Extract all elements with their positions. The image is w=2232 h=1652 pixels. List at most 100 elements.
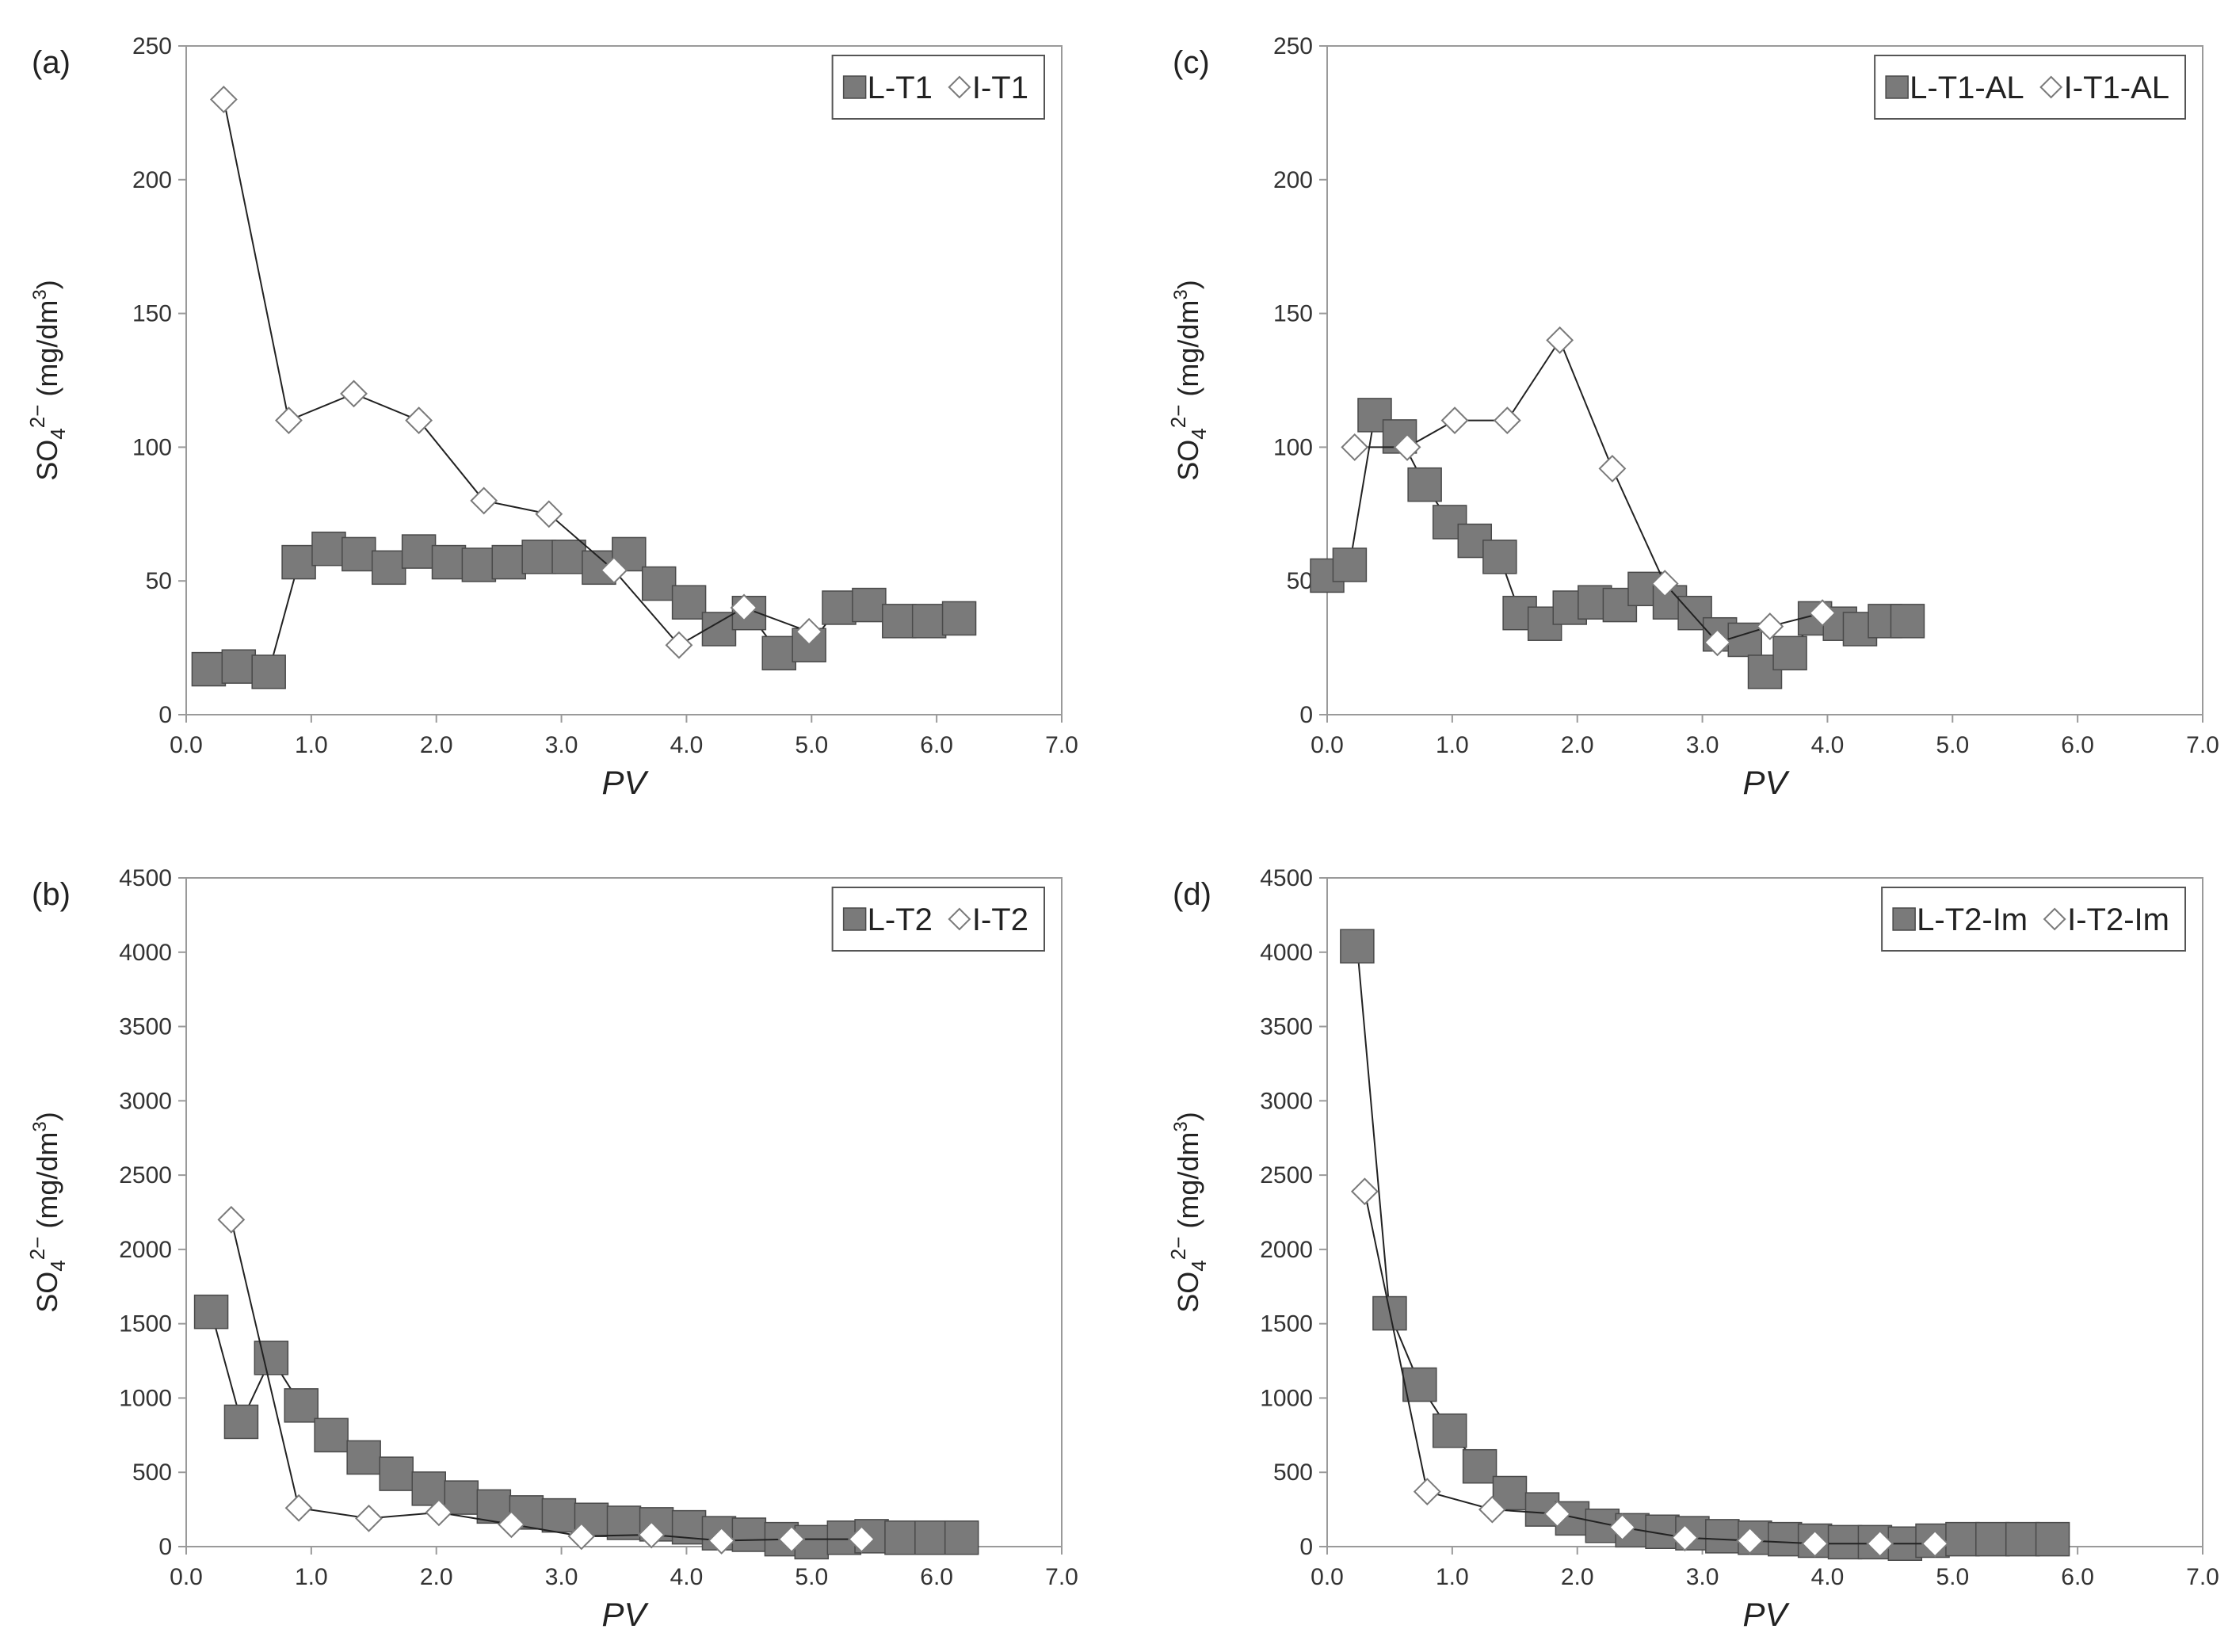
y-axis-label-part: SO	[31, 440, 63, 481]
x-tick-label: 0.0	[170, 1564, 203, 1590]
y-axis-label: SO42− (mg/dm3)	[25, 1112, 70, 1313]
legend-label: I-T2	[972, 902, 1028, 937]
data-point-diamond	[665, 631, 693, 659]
x-tick-label: 3.0	[545, 732, 578, 758]
data-point-square	[1340, 929, 1375, 964]
x-tick-label: 2.0	[420, 732, 453, 758]
data-point-square	[251, 654, 286, 689]
data-point-square	[1332, 547, 1368, 582]
data-point-diamond	[535, 500, 563, 528]
y-axis-label-part: 2−	[25, 1237, 49, 1261]
legend-marker-square	[842, 907, 867, 931]
legend-box	[831, 887, 1045, 952]
x-tick-label: 1.0	[1436, 1564, 1469, 1590]
y-axis-label: SO42− (mg/dm3)	[1166, 280, 1211, 481]
y-axis-label-part: 2−	[1166, 405, 1190, 429]
data-point-diamond	[637, 1520, 666, 1549]
y-tick-label: 150	[1273, 301, 1313, 327]
chart-panel-a: (a) 0 50 100 150 200 250 0.0 1.0 2.0 3.0 4.0 5.0 6.0 7…	[16, 16, 1117, 816]
data-point-diamond	[848, 1525, 876, 1554]
y-axis-label: SO42− (mg/dm3)	[25, 280, 70, 481]
data-point-diamond	[340, 380, 368, 408]
data-point-diamond	[1543, 1500, 1571, 1528]
y-tick-label: 100	[1273, 434, 1313, 460]
x-tick-label: 3.0	[545, 1564, 578, 1590]
x-tick-label: 5.0	[795, 732, 828, 758]
data-point-square	[341, 536, 376, 572]
x-tick-label: 4.0	[1811, 732, 1845, 758]
y-tick-label: 2500	[119, 1162, 172, 1188]
data-point-square	[1945, 1521, 1980, 1557]
x-tick-label: 2.0	[420, 1564, 453, 1590]
data-point-square	[941, 601, 977, 636]
legend-label: I-T2-Im	[2067, 902, 2169, 937]
data-point-square	[401, 534, 437, 569]
x-tick-label: 6.0	[920, 1564, 953, 1590]
data-point-diamond	[1704, 628, 1731, 657]
data-point-square	[431, 544, 467, 580]
x-tick-label: 1.0	[1436, 732, 1469, 758]
data-point-square	[1705, 1519, 1740, 1554]
legend: L-T2 I-T2	[831, 887, 1045, 952]
y-tick-label: 0	[158, 702, 172, 728]
data-point-square	[461, 547, 497, 582]
legend: L-T1-AL I-T1-AL	[1874, 55, 2186, 120]
legend-marker-diamond	[2043, 907, 2066, 931]
data-point-square	[551, 540, 586, 574]
y-tick-label: 3000	[1260, 1088, 1313, 1114]
y-axis-label-part: (mg/dm	[1172, 300, 1204, 405]
legend-label: I-T1-AL	[2064, 71, 2169, 105]
y-axis-label-part: 3	[29, 289, 51, 299]
data-point-diamond	[600, 556, 628, 585]
chart-svg-b: (b) 0 500 1000 1500 2000 2500 3000 3500 4000 4500 0…	[25, 865, 1078, 1633]
x-tick-label: 6.0	[2061, 732, 2094, 758]
data-point-square	[822, 590, 857, 625]
y-tick-label: 1000	[119, 1385, 172, 1411]
data-point-diamond	[1341, 433, 1369, 461]
x-axis-label: PV	[1742, 764, 1790, 801]
chart-panel-c: (c) 0 50 100 150 200 250 0.0 1.0 2.0 3.0 4.0 5.0 6.0 7…	[1157, 16, 2232, 816]
data-point-square	[191, 651, 227, 687]
y-axis-label-part: )	[31, 1112, 63, 1121]
data-point-diamond	[284, 1494, 313, 1522]
data-point-diamond	[708, 1527, 736, 1555]
chart-panel-d: (d) 0 500 1000 1500 2000 2500 3000 3500 4000 4500 0…	[1157, 848, 2232, 1648]
legend-label: L-T1-AL	[1910, 71, 2024, 105]
y-axis-label-part: SO	[1172, 1272, 1204, 1313]
data-point-diamond	[1493, 406, 1521, 435]
legend-label: I-T1	[972, 71, 1028, 105]
chart-svg-c: (c) 0 50 100 150 200 250 0.0 1.0 2.0 3.0 4.0 5.0 6.0 7…	[1166, 33, 2219, 801]
y-tick-label: 1500	[119, 1311, 172, 1337]
data-point-square	[852, 587, 887, 623]
data-point-diamond	[498, 1510, 525, 1539]
y-tick-label: 1500	[1260, 1311, 1313, 1337]
y-axis-label-part: 2−	[1166, 1237, 1190, 1261]
data-point-square	[1432, 1413, 1467, 1448]
x-tick-label: 0.0	[1311, 1564, 1344, 1590]
x-tick-label: 4.0	[670, 1564, 704, 1590]
plot-frame	[1326, 45, 2203, 715]
legend-box	[1874, 55, 2186, 120]
y-tick-label: 0	[158, 1534, 172, 1560]
data-point-square	[444, 1480, 479, 1515]
x-axis-label: PV	[601, 1596, 649, 1633]
legend: L-T1 I-T1	[831, 55, 1045, 120]
data-point-diamond	[1598, 454, 1627, 483]
x-tick-label: 3.0	[1686, 732, 1719, 758]
x-tick-label: 5.0	[1936, 1564, 1969, 1590]
data-point-diamond	[1736, 1527, 1764, 1555]
x-tick-label: 1.0	[295, 732, 328, 758]
data-point-diamond	[1921, 1529, 1949, 1558]
x-axis-label: PV	[601, 764, 649, 801]
data-point-square	[761, 635, 796, 671]
data-point-diamond	[1756, 612, 1784, 641]
data-point-diamond	[217, 1205, 246, 1234]
x-tick-label: 4.0	[1811, 1564, 1845, 1590]
x-tick-label: 0.0	[170, 732, 203, 758]
y-axis-label-part: )	[1172, 280, 1204, 289]
chart-svg-a: (a) 0 50 100 150 200 250 0.0 1.0 2.0 3.0 4.0 5.0 6.0 7…	[25, 33, 1078, 801]
y-axis-label-part: (mg/dm	[31, 300, 63, 405]
legend-marker-square	[842, 75, 867, 99]
data-point-square	[284, 1388, 319, 1423]
data-point-diamond	[567, 1522, 596, 1551]
